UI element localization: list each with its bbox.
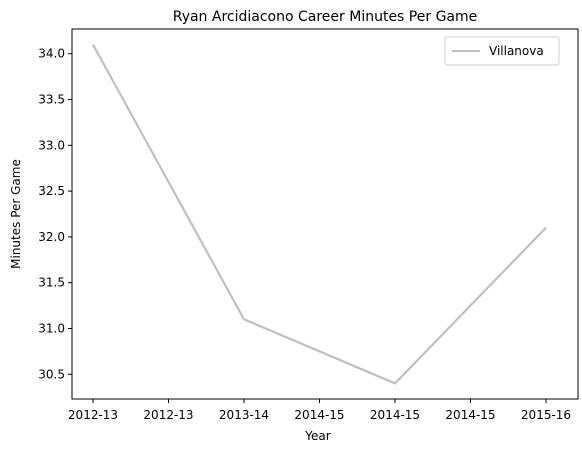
- x-tick-label: 2015-16: [521, 408, 571, 422]
- y-tick-label: 33.0: [38, 138, 65, 152]
- x-tick-label: 2012-13: [68, 408, 118, 422]
- y-axis: 30.5 31.0 31.5 32.0 32.5 33.0 33.5 34.0: [38, 47, 72, 381]
- x-tick-label: 2014-15: [370, 408, 420, 422]
- series-line-villanova: [92, 44, 547, 385]
- x-tick-label: 2014-15: [445, 408, 495, 422]
- y-axis-label: Minutes Per Game: [9, 159, 23, 269]
- x-axis-label: Year: [304, 429, 330, 443]
- x-tick-label: 2012-13: [143, 408, 193, 422]
- plot-area: [71, 28, 579, 400]
- chart-title: Ryan Arcidiacono Career Minutes Per Game: [173, 9, 478, 25]
- legend-label: Villanova: [489, 44, 544, 58]
- x-tick-label: 2014-15: [294, 408, 344, 422]
- y-tick-label: 34.0: [38, 47, 65, 61]
- x-tick-label: 2013-14: [219, 408, 269, 422]
- y-tick-label: 32.5: [38, 184, 65, 198]
- y-tick-label: 31.0: [38, 321, 65, 335]
- legend-box: [444, 36, 560, 66]
- legend: Villanova: [444, 36, 560, 66]
- series-layer: [92, 44, 547, 385]
- y-tick-label: 32.0: [38, 230, 65, 244]
- y-tick-label: 31.5: [38, 276, 65, 290]
- x-axis: 2012-13 2012-13 2013-14 2014-15 2014-15 2014-…: [68, 399, 571, 422]
- y-tick-label: 30.5: [38, 367, 65, 381]
- y-tick-label: 33.5: [38, 93, 65, 107]
